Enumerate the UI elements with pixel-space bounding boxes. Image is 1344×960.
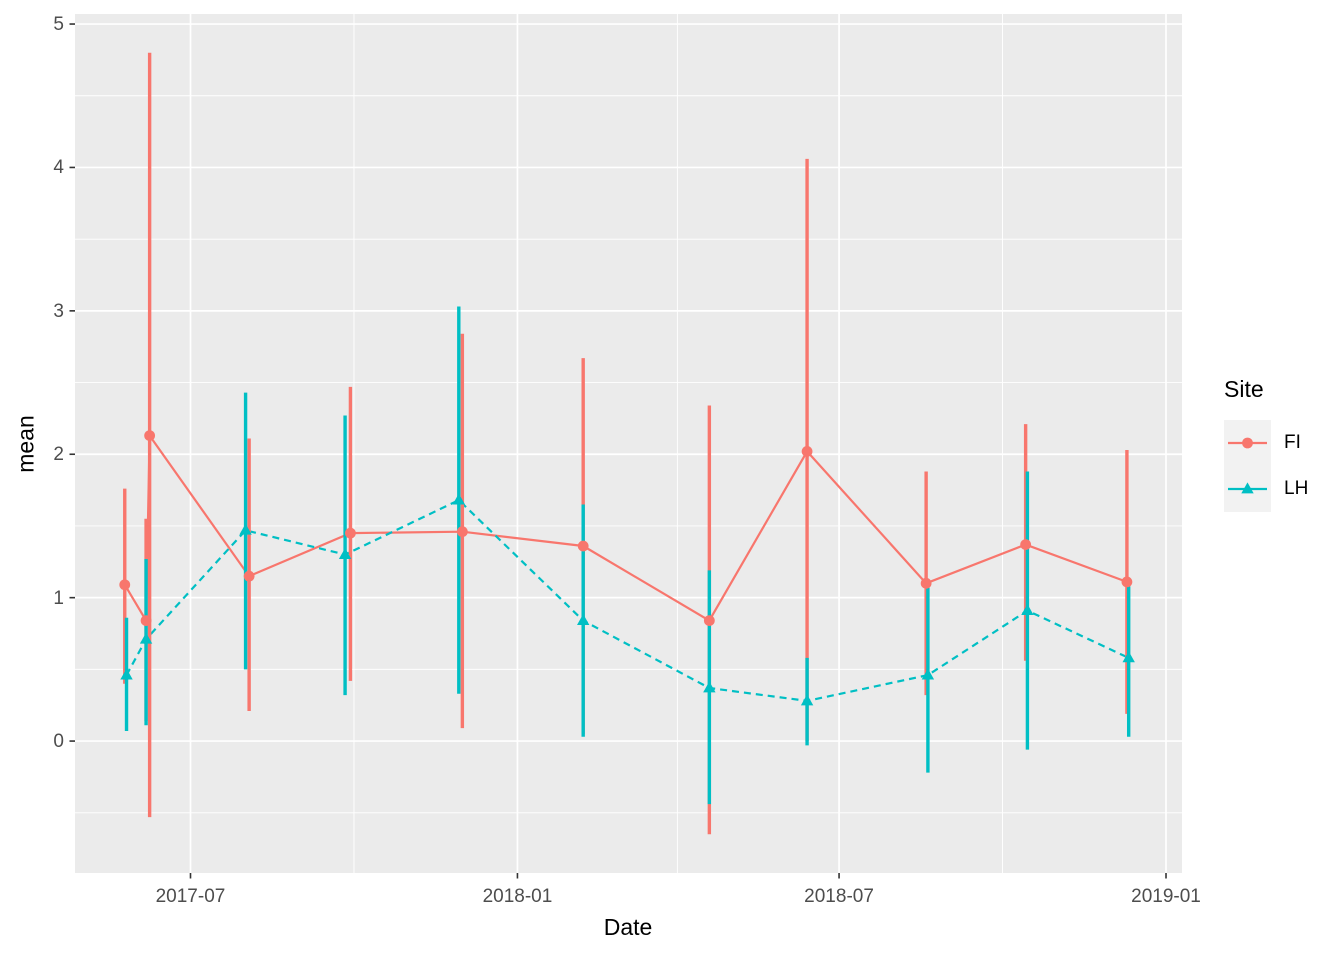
- legend-key-lh: [1224, 465, 1271, 512]
- fi-data-point: [140, 615, 152, 627]
- legend-key-fi: [1224, 419, 1271, 466]
- x-axis-tick-label: 2019-01: [1131, 886, 1201, 907]
- legend-title: Site: [1224, 376, 1264, 402]
- legend-entry-fi: FI: [1224, 419, 1308, 466]
- lh-data-point: [338, 548, 352, 560]
- lh-data-point: [703, 681, 716, 693]
- lh-data-point: [1122, 651, 1135, 663]
- x-axis-tick-label: 2017-07: [155, 886, 226, 907]
- lh-data-point: [921, 668, 935, 680]
- x-axis-tick-label: 2018-01: [482, 886, 553, 907]
- lh-data-point: [800, 694, 814, 706]
- fi-data-point: [1121, 576, 1133, 588]
- y-axis-tick-label: 3: [53, 300, 64, 322]
- y-axis-tick-label: 4: [53, 157, 64, 179]
- lh-data-point: [120, 668, 133, 680]
- fi-data-point: [577, 540, 589, 552]
- panel-background: [75, 14, 1182, 873]
- x-axis-title: Date: [603, 914, 653, 940]
- fi-data-point: [456, 526, 468, 538]
- legend-point: [1242, 437, 1253, 448]
- legend-label-lh: LH: [1284, 478, 1309, 500]
- lh-data-point: [452, 493, 466, 505]
- lh-data-point: [239, 523, 252, 535]
- fi-data-point: [801, 445, 813, 457]
- fi-data-point: [119, 579, 131, 591]
- fi-data-point: [920, 577, 932, 589]
- fi-data-point: [243, 570, 255, 582]
- lh-data-point: [1021, 603, 1034, 615]
- fi-legend-marker-icon: [1228, 437, 1267, 448]
- legend-label-fi: FI: [1284, 432, 1301, 454]
- legend-entry-lh: LH: [1224, 465, 1309, 512]
- lh-legend-marker-icon: [1228, 481, 1267, 493]
- legend: Site FI LH: [1224, 376, 1308, 512]
- y-axis-tick-label: 1: [53, 587, 64, 609]
- fi-data-point: [345, 527, 356, 539]
- fi-data-point: [144, 430, 156, 442]
- fi-data-point: [703, 615, 715, 627]
- fi-data-point: [1020, 539, 1032, 551]
- lh-data-point: [139, 632, 153, 644]
- legend-keys: FI LH: [1224, 419, 1309, 512]
- y-axis-tick-label: 0: [53, 731, 64, 753]
- lh-data-point: [576, 614, 590, 626]
- x-axis-tick-label: 2018-07: [804, 886, 874, 907]
- y-axis-tick-label: 2: [53, 444, 64, 466]
- legend-point: [1241, 481, 1254, 493]
- y-axis-tick-label: 5: [53, 14, 64, 36]
